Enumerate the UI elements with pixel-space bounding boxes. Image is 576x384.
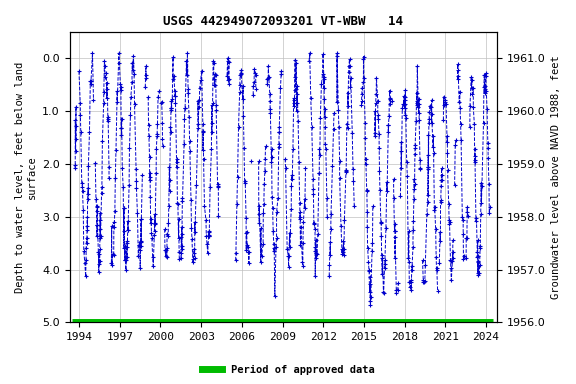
Y-axis label: Depth to water level, feet below land
surface: Depth to water level, feet below land su… <box>15 61 37 293</box>
Y-axis label: Groundwater level above NAVD 1988, feet: Groundwater level above NAVD 1988, feet <box>551 55 561 299</box>
Title: USGS 442949072093201 VT-WBW   14: USGS 442949072093201 VT-WBW 14 <box>163 15 403 28</box>
Legend: Period of approved data: Period of approved data <box>198 361 378 379</box>
